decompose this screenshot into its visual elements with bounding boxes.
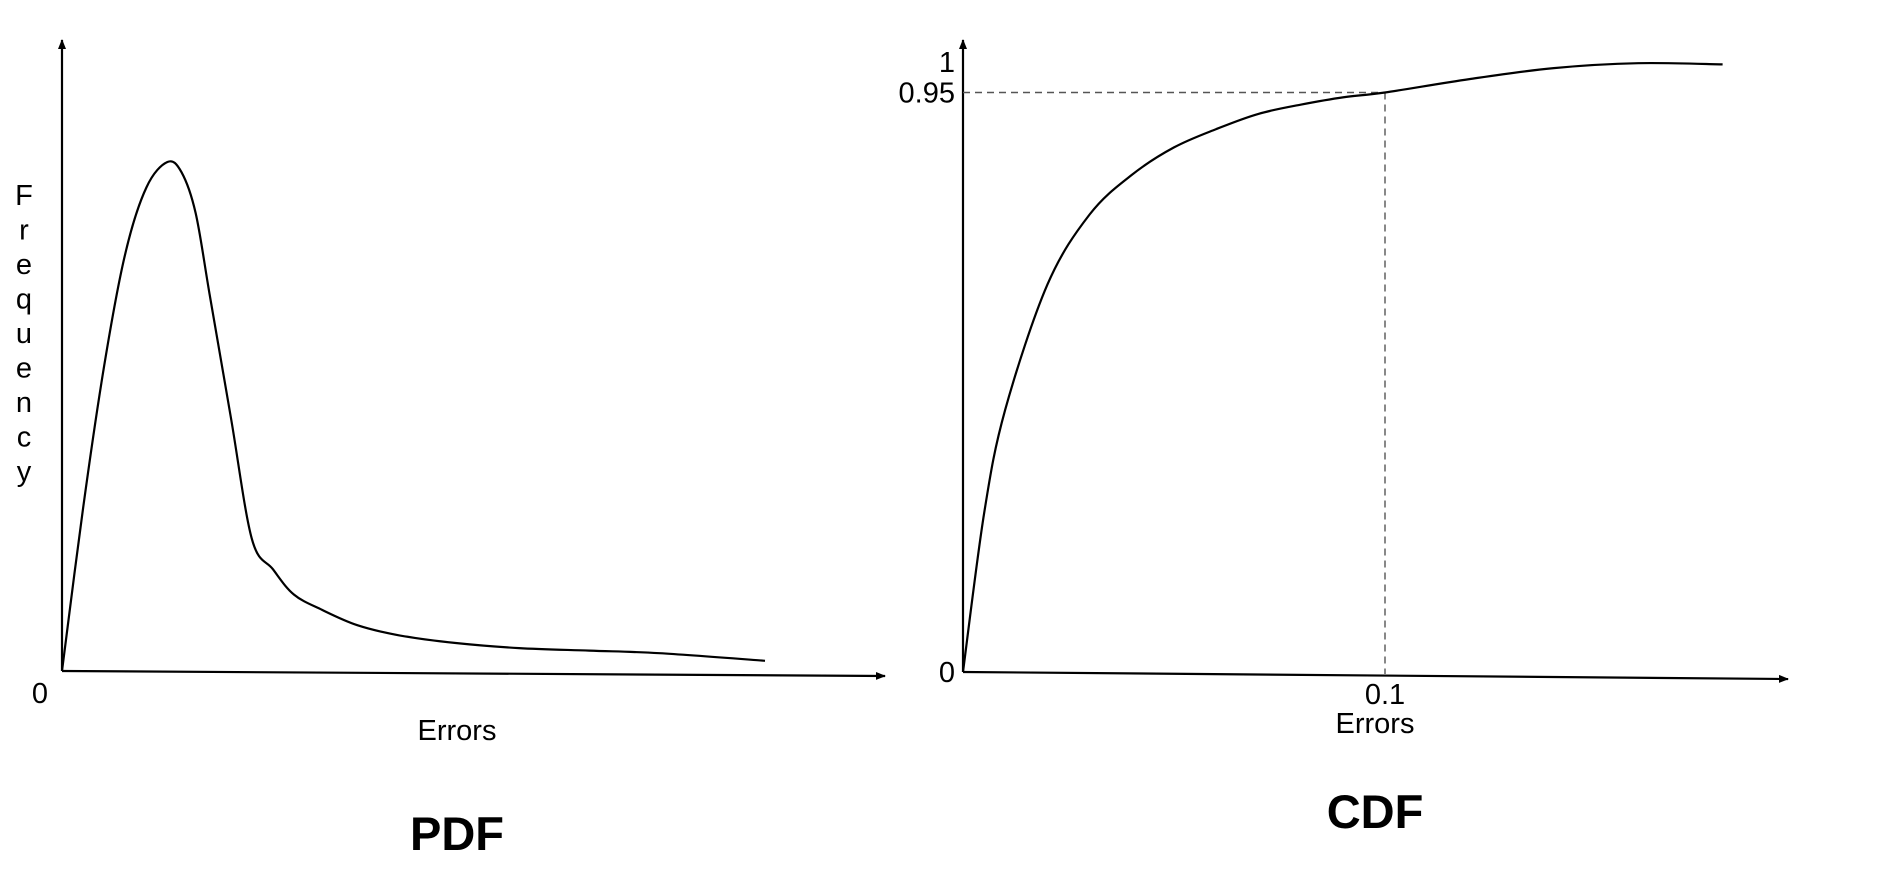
cdf-x-axis [962,670,1789,683]
pdf-x-tick-label: 0 [32,678,48,710]
pdf-x-axis-label: Errors [418,715,497,747]
cdf-y-tick-label: 0.95 [899,78,955,110]
pdf-y-axis-label-letter: q [16,284,32,316]
cdf-x-tick-label: 0.1 [1365,679,1405,711]
cdf-panel: 0 0.95 1 0.1 Errors CDF [899,39,1789,838]
cdf-x-axis-label: Errors [1336,708,1415,740]
pdf-y-axis-label-letter: y [17,456,32,488]
pdf-y-axis-label-letter: e [16,353,32,385]
cdf-title: CDF [1327,785,1424,838]
pdf-y-axis-label-letter: F [15,180,33,212]
cdf-y-tick-label: 0 [939,657,955,689]
pdf-series-line [60,160,766,672]
pdf-y-axis-label-letter: c [17,422,32,454]
pdf-y-axis-label-letter: u [16,318,32,350]
cdf-y-tick-label: 1 [939,47,955,79]
cdf-series-line [961,61,1723,673]
pdf-title: PDF [410,807,504,860]
pdf-y-axis-label-letter: e [16,249,32,281]
pdf-y-axis-label-letter: r [19,215,29,247]
pdf-y-axis-label-letter: n [16,387,32,419]
pdf-x-axis [61,669,886,680]
